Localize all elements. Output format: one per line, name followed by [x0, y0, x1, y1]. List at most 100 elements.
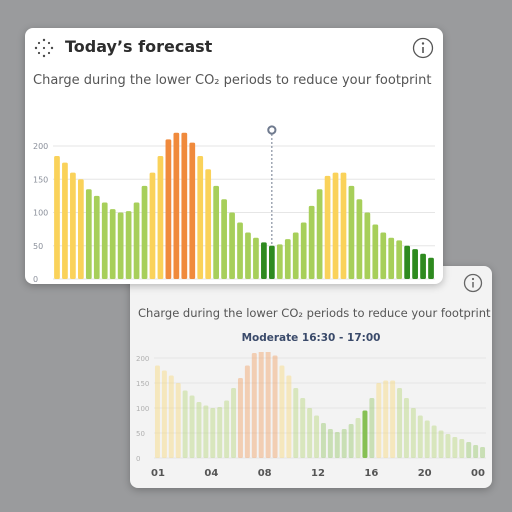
forecast-bar[interactable]	[327, 429, 333, 458]
forecast-bar[interactable]	[431, 425, 437, 459]
forecast-bar[interactable]	[348, 424, 354, 458]
forecast-bar[interactable]	[438, 430, 444, 459]
forecast-bar[interactable]	[332, 172, 339, 279]
forecast-bar[interactable]	[320, 423, 326, 458]
forecast-bar[interactable]	[396, 240, 403, 279]
forecast-bar[interactable]	[279, 365, 285, 459]
forecast-bar[interactable]	[258, 352, 264, 458]
forecast-bar[interactable]	[221, 199, 227, 279]
forecast-bar[interactable]	[70, 172, 76, 279]
forecast-bar[interactable]	[224, 400, 230, 459]
forecast-bar[interactable]	[380, 232, 387, 279]
forecast-bar[interactable]	[125, 211, 132, 279]
forecast-bar[interactable]	[237, 378, 243, 458]
forecast-bar[interactable]	[355, 418, 361, 458]
forecast-bar[interactable]	[390, 380, 396, 459]
forecast-bar[interactable]	[173, 132, 180, 279]
forecast-bar[interactable]	[459, 439, 465, 458]
forecast-bar[interactable]	[369, 398, 375, 458]
forecast-bar[interactable]	[210, 408, 216, 458]
forecast-bar[interactable]	[203, 405, 209, 459]
forecast-bar[interactable]	[117, 212, 124, 280]
info-icon[interactable]	[463, 273, 483, 293]
forecast-bar[interactable]	[168, 375, 174, 459]
forecast-bar[interactable]	[62, 162, 68, 280]
forecast-bar[interactable]	[244, 365, 250, 459]
forecast-bar[interactable]	[341, 429, 347, 458]
forecast-bar[interactable]	[364, 212, 371, 280]
forecast-bar[interactable]	[276, 244, 283, 279]
forecast-bar[interactable]	[205, 169, 212, 279]
forecast-bar[interactable]	[213, 185, 220, 279]
forecast-bar[interactable]	[286, 375, 292, 459]
forecast-bar[interactable]	[412, 249, 418, 279]
forecast-bar[interactable]	[445, 434, 451, 458]
forecast-bar[interactable]	[157, 155, 164, 279]
forecast-bar[interactable]	[101, 202, 108, 279]
forecast-bar[interactable]	[181, 132, 188, 279]
forecast-bar[interactable]	[154, 365, 160, 459]
forecast-bar[interactable]	[383, 380, 389, 459]
forecast-bar[interactable]	[340, 172, 347, 279]
forecast-bar[interactable]	[251, 353, 257, 458]
forecast-bar[interactable]	[293, 388, 299, 458]
forecast-bar[interactable]	[231, 388, 237, 458]
forecast-bar[interactable]	[397, 388, 403, 458]
forecast-bar[interactable]	[388, 237, 395, 279]
forecast-bar[interactable]	[410, 408, 416, 458]
forecast-bar[interactable]	[300, 222, 307, 279]
forecast-bar[interactable]	[196, 402, 202, 458]
forecast-bar[interactable]	[217, 407, 223, 458]
forecast-bar[interactable]	[308, 205, 315, 279]
forecast-bar[interactable]	[452, 437, 458, 458]
forecast-bar[interactable]	[324, 175, 331, 279]
forecast-bar[interactable]	[272, 355, 278, 459]
forecast-bar[interactable]	[376, 383, 382, 458]
forecast-bar[interactable]	[300, 398, 306, 458]
forecast-bar[interactable]	[284, 239, 291, 279]
forecast-bar[interactable]	[197, 155, 204, 279]
forecast-bar[interactable]	[245, 232, 251, 279]
info-icon[interactable]	[412, 37, 434, 59]
forecast-bar[interactable]	[161, 370, 167, 459]
forecast-bar[interactable]	[109, 209, 116, 279]
forecast-bar[interactable]	[473, 445, 479, 458]
forecast-bar[interactable]	[420, 253, 426, 279]
forecast-bar[interactable]	[417, 415, 423, 459]
forecast-bar[interactable]	[133, 202, 140, 279]
forecast-bar[interactable]	[189, 142, 196, 279]
forecast-bar[interactable]	[189, 395, 195, 459]
forecast-bar[interactable]	[175, 383, 181, 458]
forecast-bar[interactable]	[466, 442, 472, 458]
forecast-bar[interactable]	[85, 189, 92, 279]
forecast-bar[interactable]	[356, 199, 363, 279]
forecast-bar[interactable]	[372, 224, 379, 279]
forecast-bar[interactable]	[93, 195, 100, 280]
forecast-bar[interactable]	[334, 432, 340, 458]
forecast-bar[interactable]	[428, 257, 434, 279]
forecast-bar[interactable]	[265, 352, 271, 458]
forecast-bar[interactable]	[424, 420, 430, 459]
forecast-bar[interactable]	[149, 172, 156, 279]
forecast-bar[interactable]	[480, 447, 486, 458]
forecast-bar[interactable]	[77, 179, 84, 279]
forecast-bar[interactable]	[165, 139, 172, 279]
forecast-bar[interactable]	[316, 189, 323, 279]
forecast-bar[interactable]	[307, 408, 313, 458]
forecast-chart-back[interactable]: 0 50 100 150 200 01 04 08 12 16 20 00	[130, 352, 492, 482]
forecast-bar[interactable]	[261, 242, 267, 279]
forecast-bar[interactable]	[229, 212, 235, 280]
forecast-bar[interactable]	[268, 245, 275, 279]
forecast-bar[interactable]	[404, 245, 411, 279]
forecast-bar[interactable]	[314, 415, 320, 459]
forecast-bar[interactable]	[362, 410, 368, 459]
forecast-bar[interactable]	[348, 185, 355, 279]
time-marker-handle[interactable]	[267, 125, 277, 135]
forecast-bar[interactable]	[292, 232, 299, 279]
forecast-bar[interactable]	[253, 237, 259, 279]
forecast-bar[interactable]	[403, 398, 409, 458]
forecast-bar[interactable]	[237, 222, 243, 279]
forecast-bar[interactable]	[54, 155, 60, 279]
forecast-bar[interactable]	[182, 390, 188, 459]
